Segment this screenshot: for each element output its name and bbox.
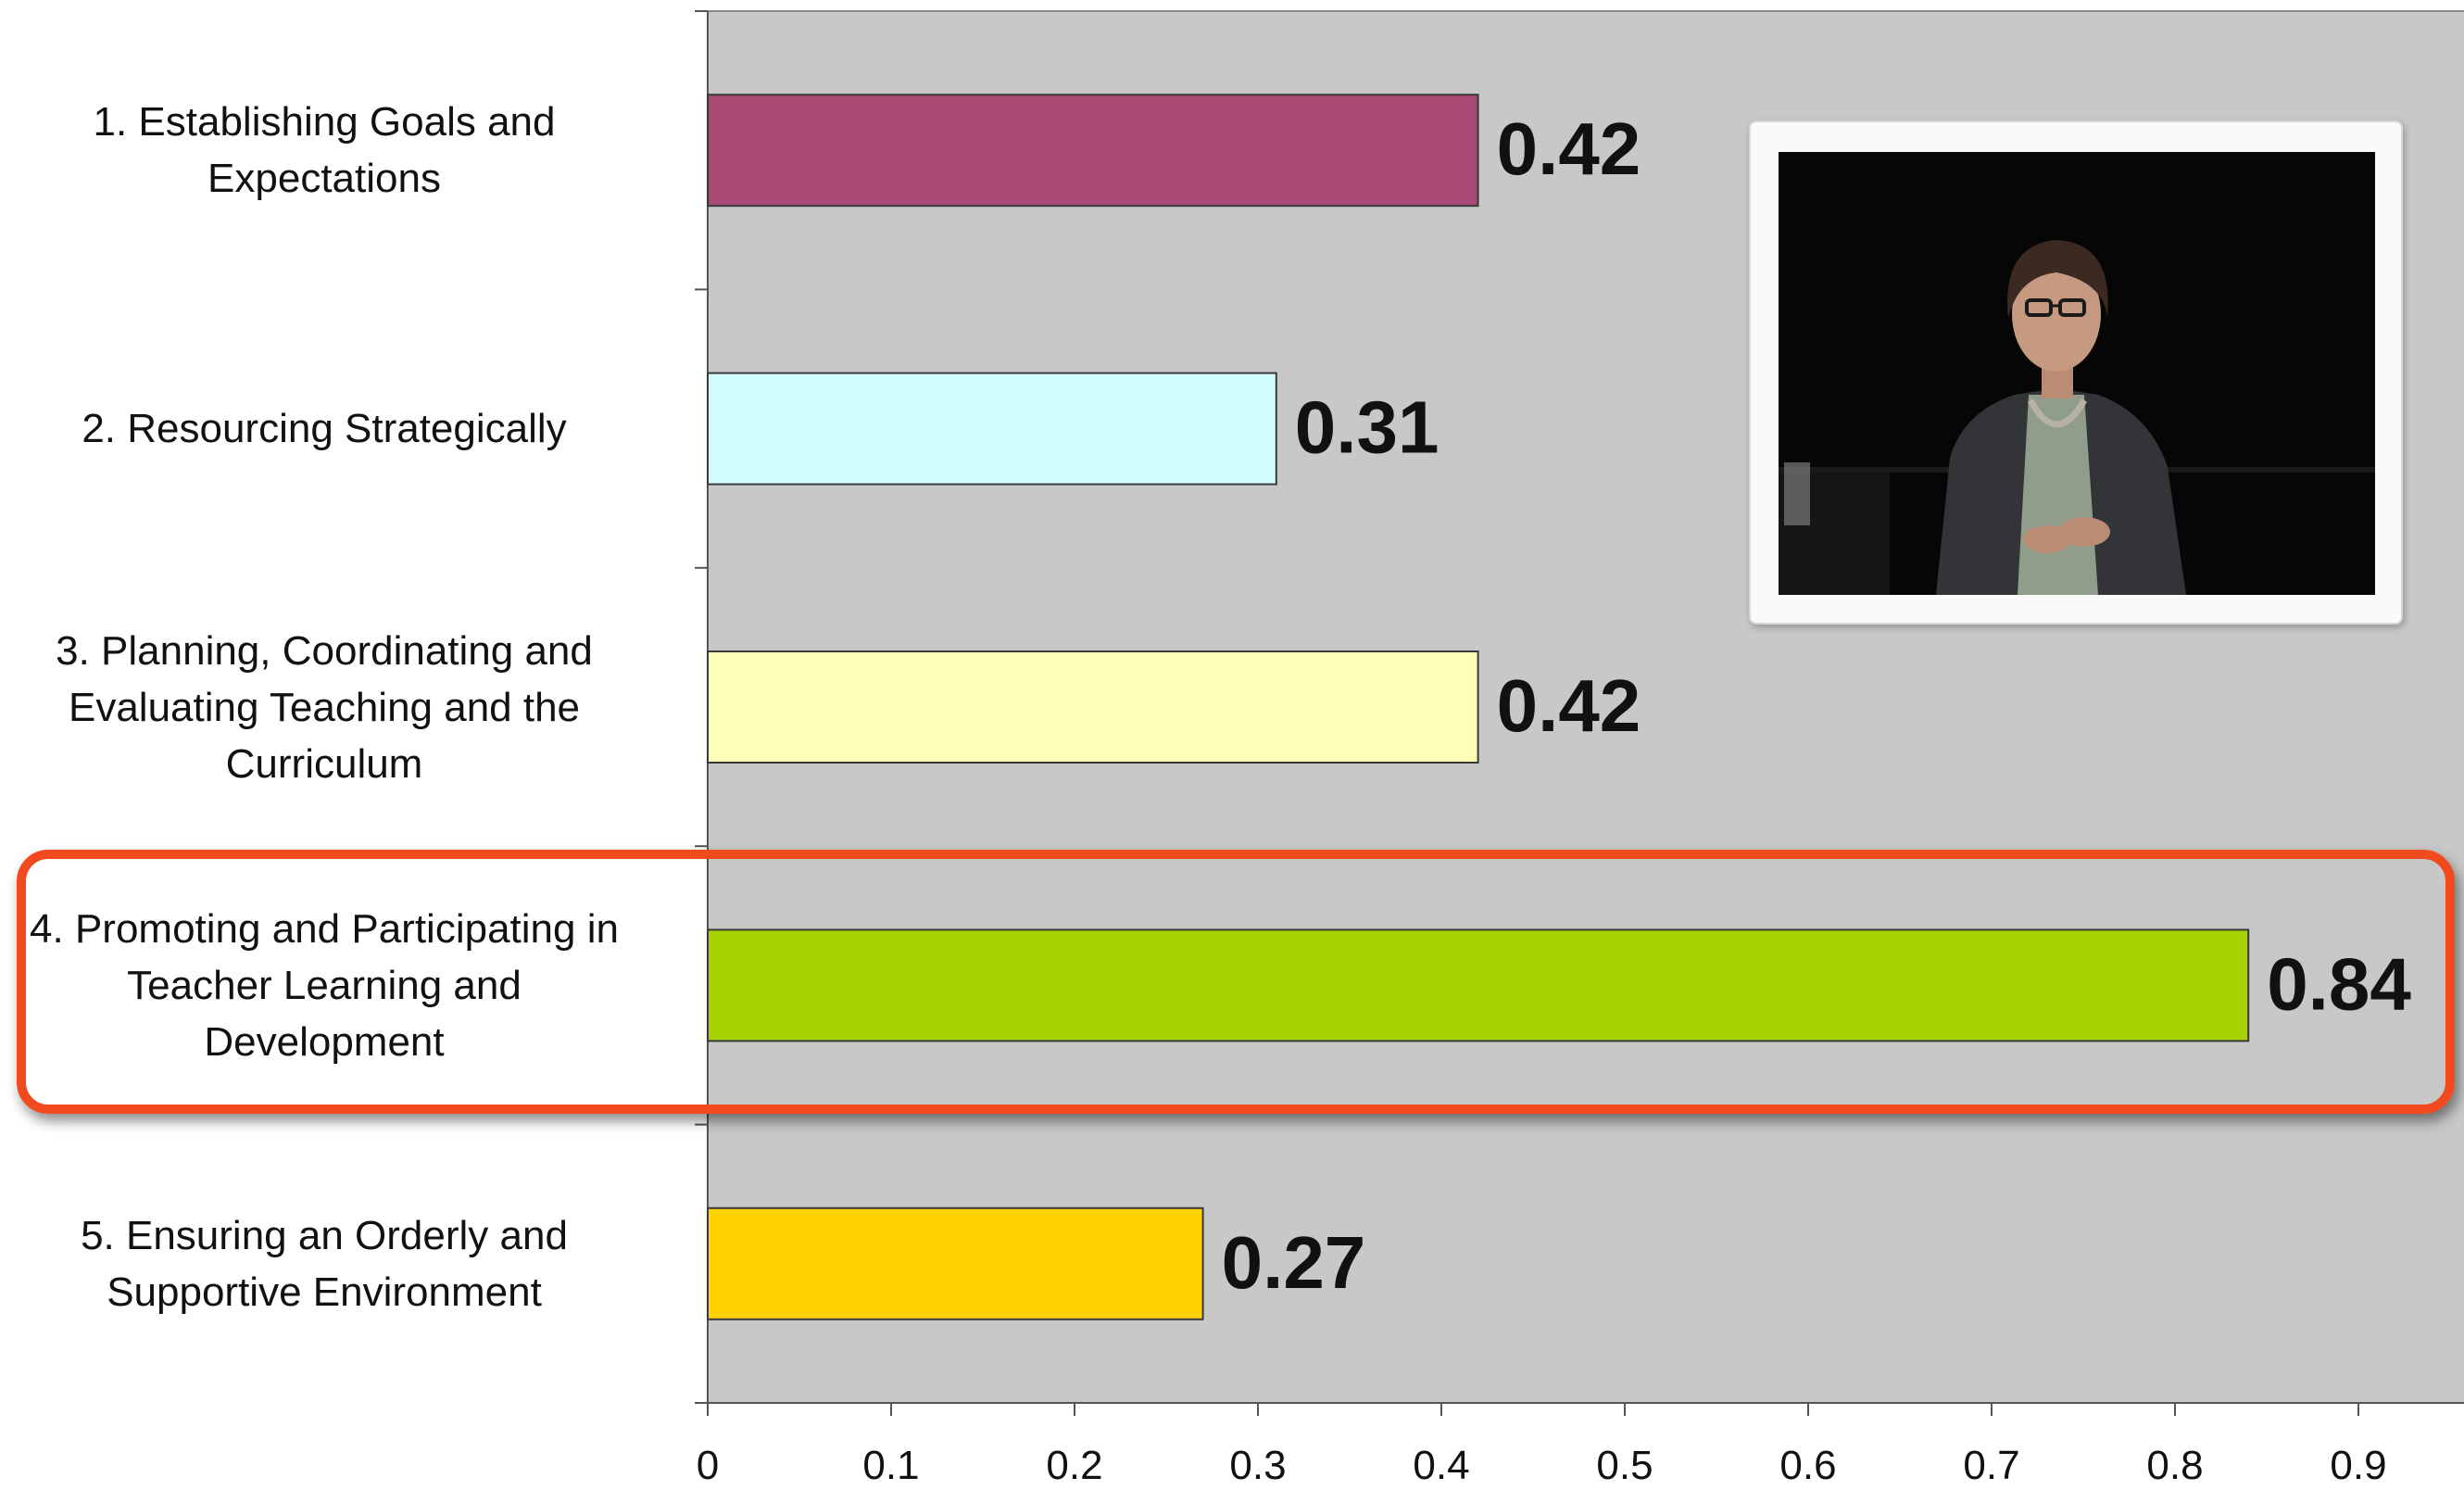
category-label-1: 1. Establishing Goals and Expectations (93, 99, 556, 202)
bar-value-label-5: 0.27 (1222, 1221, 1366, 1304)
bar-value-label-3: 0.42 (1497, 664, 1641, 747)
x-tick-label-2: 0.2 (1046, 1443, 1102, 1488)
category-label-3: 3. Planning, Coordinating and Evaluating… (56, 627, 593, 787)
bar-1 (707, 94, 1479, 208)
x-tick-label-6: 0.6 (1779, 1443, 1836, 1488)
x-tick-label-8: 0.8 (2146, 1443, 2203, 1488)
x-tick-label-4: 0.4 (1413, 1443, 1469, 1488)
bar-value-label-2: 0.31 (1295, 386, 1439, 469)
x-tick-label-3: 0.3 (1229, 1443, 1286, 1488)
presenter-video-thumbnail-icon (1779, 152, 2375, 595)
x-tick-label-0: 0 (697, 1443, 719, 1488)
x-tick-label-7: 0.7 (1963, 1443, 2019, 1488)
x-tick-label-1: 0.1 (862, 1443, 919, 1488)
bar-4 (707, 928, 2250, 1042)
x-tick-labels: 0 0.1 0.2 0.3 0.4 0.5 0.6 0.7 0.8 0.9 (697, 1403, 2387, 1488)
category-label-2: 2. Resourcing Strategically (82, 406, 567, 452)
bars-group: 0.42 0.31 0.42 0.84 0.27 (707, 94, 2411, 1320)
highlight-box (17, 850, 2455, 1114)
x-tick-label-5: 0.5 (1596, 1443, 1653, 1488)
x-tick-label-9: 0.9 (2330, 1443, 2386, 1488)
category-label-4: 4. Promoting and Participating in Teache… (30, 905, 619, 1065)
bar-3 (707, 650, 1479, 764)
bar-2 (707, 372, 1277, 486)
category-label-5: 5. Ensuring an Orderly and Supportive En… (81, 1212, 568, 1315)
bar-value-label-1: 0.42 (1497, 107, 1641, 190)
presenter-video-frame (1749, 120, 2403, 625)
bar-value-label-4: 0.84 (2267, 942, 2411, 1025)
bar-5 (707, 1206, 1204, 1320)
